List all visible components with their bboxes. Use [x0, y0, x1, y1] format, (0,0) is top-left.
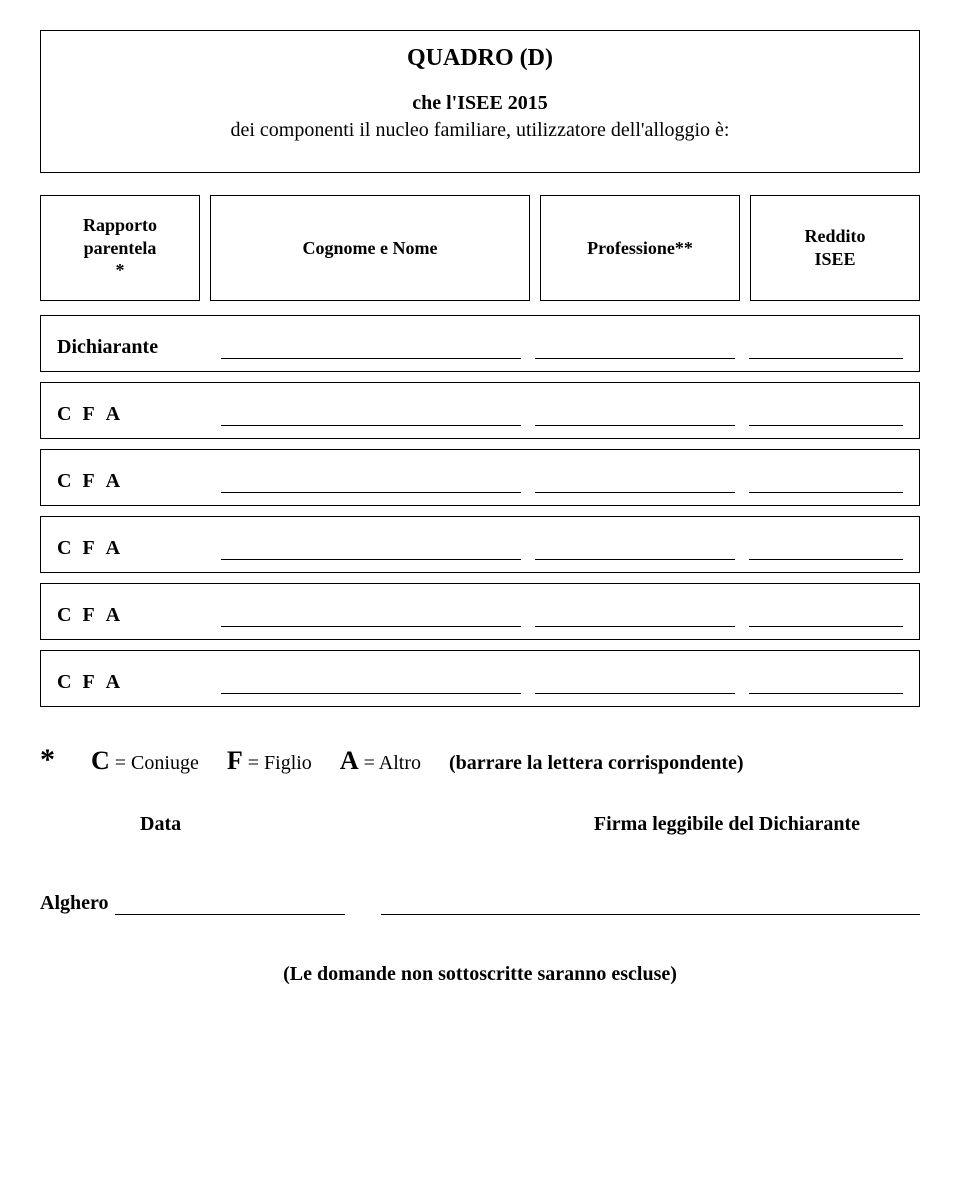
- blank-professione[interactable]: [535, 672, 735, 694]
- blank-cognome[interactable]: [221, 404, 521, 426]
- blank-cognome[interactable]: [221, 672, 521, 694]
- row-label-cfa: C F A: [57, 537, 207, 560]
- header-text: Professione**: [587, 237, 693, 260]
- quadro-header-box: QUADRO (D) che l'ISEE 2015 dei component…: [40, 30, 920, 173]
- blank-professione[interactable]: [535, 605, 735, 627]
- legend-line: * C = Coniuge F = Figlio A = Altro (barr…: [40, 743, 920, 777]
- blank-reddito[interactable]: [749, 605, 903, 627]
- table-row: C F A: [40, 583, 920, 640]
- row-label-dichiarante: Dichiarante: [57, 336, 207, 359]
- legend-paren: (barrare la lettera corrispondente): [449, 752, 744, 775]
- header-text: parentela: [84, 238, 157, 258]
- blank-reddito[interactable]: [749, 672, 903, 694]
- table-header-row: Rapporto parentela * Cognome e Nome Prof…: [40, 195, 920, 301]
- header-rapporto: Rapporto parentela *: [40, 195, 200, 301]
- exclusion-note: (Le domande non sottoscritte saranno esc…: [40, 963, 920, 986]
- firma-label: Firma leggibile del Dichiarante: [594, 813, 860, 836]
- quadro-subtitle: che l'ISEE 2015: [65, 92, 895, 115]
- blank-reddito[interactable]: [749, 471, 903, 493]
- legend-c-key: C: [91, 746, 110, 775]
- quadro-title: QUADRO (D): [65, 45, 895, 72]
- blank-professione[interactable]: [535, 337, 735, 359]
- blank-cognome[interactable]: [221, 337, 521, 359]
- data-firma-row: Data Firma leggibile del Dichiarante: [140, 813, 860, 836]
- row-label-cfa: C F A: [57, 604, 207, 627]
- blank-reddito[interactable]: [749, 337, 903, 359]
- row-label-cfa: C F A: [57, 470, 207, 493]
- header-text: *: [115, 260, 124, 280]
- blank-cognome[interactable]: [221, 605, 521, 627]
- table-row: C F A: [40, 449, 920, 506]
- header-text: Rapporto: [83, 215, 157, 235]
- table-row: C F A: [40, 382, 920, 439]
- legend-f-key: F: [227, 746, 243, 775]
- table-row: C F A: [40, 516, 920, 573]
- blank-professione[interactable]: [535, 404, 735, 426]
- legend-a-val: = Altro: [364, 752, 421, 774]
- header-reddito: Reddito ISEE: [750, 195, 920, 301]
- blank-reddito[interactable]: [749, 404, 903, 426]
- header-text: Cognome e Nome: [303, 237, 438, 260]
- blank-reddito[interactable]: [749, 538, 903, 560]
- table-row: Dichiarante: [40, 315, 920, 372]
- header-cognome: Cognome e Nome: [210, 195, 530, 301]
- header-text: ISEE: [814, 249, 855, 269]
- quadro-description: dei componenti il nucleo familiare, util…: [65, 119, 895, 142]
- legend-f-val: = Figlio: [248, 752, 312, 774]
- legend-a-key: A: [340, 746, 359, 775]
- blank-professione[interactable]: [535, 471, 735, 493]
- blank-city-date[interactable]: [115, 893, 345, 915]
- blank-cognome[interactable]: [221, 538, 521, 560]
- city-row: Alghero: [40, 892, 920, 915]
- blank-cognome[interactable]: [221, 471, 521, 493]
- row-label-cfa: C F A: [57, 403, 207, 426]
- blank-professione[interactable]: [535, 538, 735, 560]
- header-professione: Professione**: [540, 195, 740, 301]
- blank-signature[interactable]: [381, 893, 920, 915]
- city-label: Alghero: [40, 892, 109, 915]
- header-text: Reddito: [804, 226, 865, 246]
- data-label: Data: [140, 813, 181, 836]
- table-row: C F A: [40, 650, 920, 707]
- legend-star: *: [40, 743, 55, 777]
- row-label-cfa: C F A: [57, 671, 207, 694]
- legend-c-val: = Coniuge: [115, 752, 199, 774]
